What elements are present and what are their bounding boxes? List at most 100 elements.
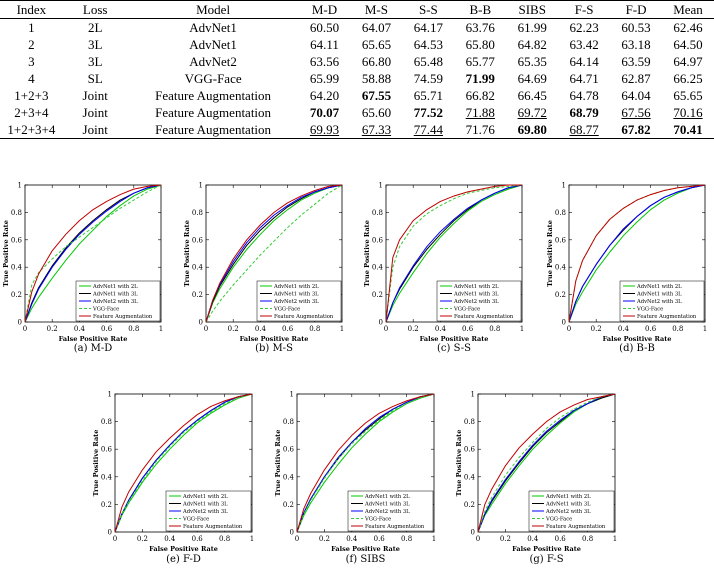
- x-tick-label: 1: [613, 535, 617, 543]
- y-tick-label: 0.2: [372, 291, 383, 299]
- table-cell: 65.60: [361, 105, 392, 120]
- table-cell: 67.56: [621, 105, 651, 120]
- table-cell: Joint: [82, 88, 108, 103]
- table-cell: Joint: [62, 121, 128, 139]
- table-cell: 1: [28, 20, 35, 35]
- y-tick-label: 0.6: [555, 236, 567, 244]
- column-header: Model: [127, 0, 299, 19]
- table-cell: 69.80: [506, 121, 559, 139]
- table-cell: Feature Augmentation: [155, 105, 272, 120]
- table-cell: 67.82: [610, 121, 663, 139]
- y-tick-label: 0: [290, 529, 294, 537]
- legend-label: AdvNet2 with 3L: [273, 299, 319, 305]
- roc-curve-0: [385, 184, 523, 323]
- table-cell: 71.88: [465, 105, 495, 120]
- y-tick-label: 0.8: [372, 209, 383, 217]
- y-tick-label: 0.8: [101, 418, 112, 426]
- y-tick-label: 0: [562, 319, 566, 327]
- x-tick-label: 0.2: [137, 535, 148, 543]
- legend-label: VGG-Face: [364, 517, 391, 523]
- legend-label: VGG-Face: [92, 307, 119, 313]
- y-tick-label: 0.2: [555, 291, 566, 299]
- roc-curve-2: [568, 184, 706, 323]
- roc-panel: 0 0 0.2 0.2 0.4 0.4 0.6 0.6 0.8 0.8 1 1 False Positi…: [539, 177, 714, 354]
- legend-label: Feature Augmentation: [365, 524, 425, 530]
- legend-label: AdvNet2 with 3L: [636, 299, 682, 305]
- column-header: S-S: [402, 0, 455, 19]
- table-cell: 64.07: [361, 20, 392, 35]
- legend-label: AdvNet2 with 3L: [182, 509, 228, 515]
- table-cell: 62.46: [673, 20, 703, 35]
- table-cell: 2+3+4: [14, 105, 49, 120]
- table-cell: 64.50: [673, 37, 703, 52]
- roc-panel: 0 0 0.2 0.2 0.4 0.4 0.6 0.6 0.8 0.8 1 1 False Positi…: [176, 177, 352, 354]
- y-tick-label: 0.8: [555, 209, 566, 217]
- column-header: F-D: [610, 0, 663, 19]
- y-tick-label: 0.4: [283, 473, 295, 481]
- legend-label: Feature Augmentation: [93, 314, 153, 320]
- x-axis-label: False Positive Rate: [420, 335, 489, 343]
- table-cell: 64.14: [569, 54, 599, 69]
- x-tick-label: 0.4: [435, 325, 447, 333]
- table-cell: 64.69: [517, 71, 547, 86]
- roc-curve-2: [477, 393, 616, 533]
- x-tick-label: 0.8: [219, 535, 230, 543]
- y-tick-label: 0.2: [101, 501, 112, 509]
- legend-label: AdvNet1 with 2L: [182, 494, 228, 500]
- table-cell: 2L: [87, 20, 103, 35]
- y-tick-label: 1: [290, 391, 294, 399]
- table-cell: 66.80: [361, 54, 392, 69]
- roc-curve-4: [568, 184, 706, 323]
- x-tick-label: 0.8: [128, 325, 139, 333]
- table-cell: 1+2+3: [14, 88, 49, 103]
- table-cell: SL: [87, 71, 103, 86]
- table-cell: AdvNet1: [189, 37, 237, 52]
- table-cell: 1+2+3+4: [0, 121, 63, 139]
- table-cell: Joint: [82, 105, 108, 120]
- roc-plot: 00 0.2 0.2 0.4 0.4 0.6 0.6 0.8 0.8 1 1 False Positi…: [455, 391, 617, 554]
- legend-label: AdvNet1 with 2L: [364, 494, 410, 500]
- x-tick-label: 0.2: [319, 535, 330, 543]
- table-cell: VGG-Face: [184, 71, 242, 86]
- table-cell: 63.56: [309, 54, 340, 69]
- y-axis-label: True Positive Rate: [92, 430, 100, 497]
- x-tick-label: 0: [567, 325, 571, 333]
- roc-curve-3: [477, 393, 616, 533]
- table-cell: 64.82: [517, 37, 547, 52]
- roc-curve-2: [296, 393, 435, 533]
- x-tick-label: 0.4: [164, 535, 176, 543]
- x-tick-label: 0.8: [672, 325, 683, 333]
- y-tick-label: 0.4: [192, 264, 204, 272]
- legend-label: Feature Augmentation: [183, 524, 243, 530]
- legend-label: AdvNet1 with 3L: [182, 502, 228, 508]
- x-tick-label: 0.4: [346, 535, 358, 543]
- subfigure-caption: (e) F-D: [166, 554, 201, 565]
- table-cell: 66.45: [517, 88, 547, 103]
- table-cell: 65.77: [465, 54, 495, 69]
- table-cell: 64.78: [569, 88, 599, 103]
- x-tick-label: 0.4: [618, 325, 630, 333]
- x-tick-label: 0.2: [228, 325, 239, 333]
- x-tick-label: 0.8: [582, 535, 593, 543]
- x-tick-label: 0: [23, 325, 27, 333]
- x-tick-label: 0.2: [408, 325, 419, 333]
- subfigure-caption: (f) SIBS: [345, 554, 386, 565]
- y-tick-label: 0.6: [283, 446, 295, 454]
- legend-label: VGG-Face: [545, 517, 572, 523]
- x-axis-label: False Positive Rate: [331, 545, 400, 553]
- table-row: 1+2+3+4 Joint Feature Augmentation 69.93 67.…: [0, 121, 714, 139]
- legend-label: AdvNet2 with 3L: [92, 299, 138, 305]
- roc-plot: 00 0.2 0.2 0.4 0.4 0.6 0.6 0.8 0.8 1 1 False Positi…: [546, 182, 707, 344]
- legend-label: VGG-Face: [182, 517, 209, 523]
- y-axis-label: True Positive Rate: [183, 220, 191, 287]
- legend-label: VGG-Face: [636, 307, 663, 313]
- subfigure-caption: (b) M-S: [255, 343, 293, 354]
- table-cell: 64.04: [621, 88, 651, 103]
- y-tick-label: 0.2: [283, 501, 294, 509]
- table-row: 2+3+4 Joint Feature Augmentation 70.07 65.60…: [0, 104, 714, 121]
- y-tick-label: 0.8: [283, 418, 294, 426]
- x-tick-label: 0.4: [255, 325, 267, 333]
- roc-curve-0: [114, 393, 253, 533]
- legend-label: AdvNet2 with 3L: [545, 509, 591, 515]
- column-header: B-B: [454, 0, 507, 19]
